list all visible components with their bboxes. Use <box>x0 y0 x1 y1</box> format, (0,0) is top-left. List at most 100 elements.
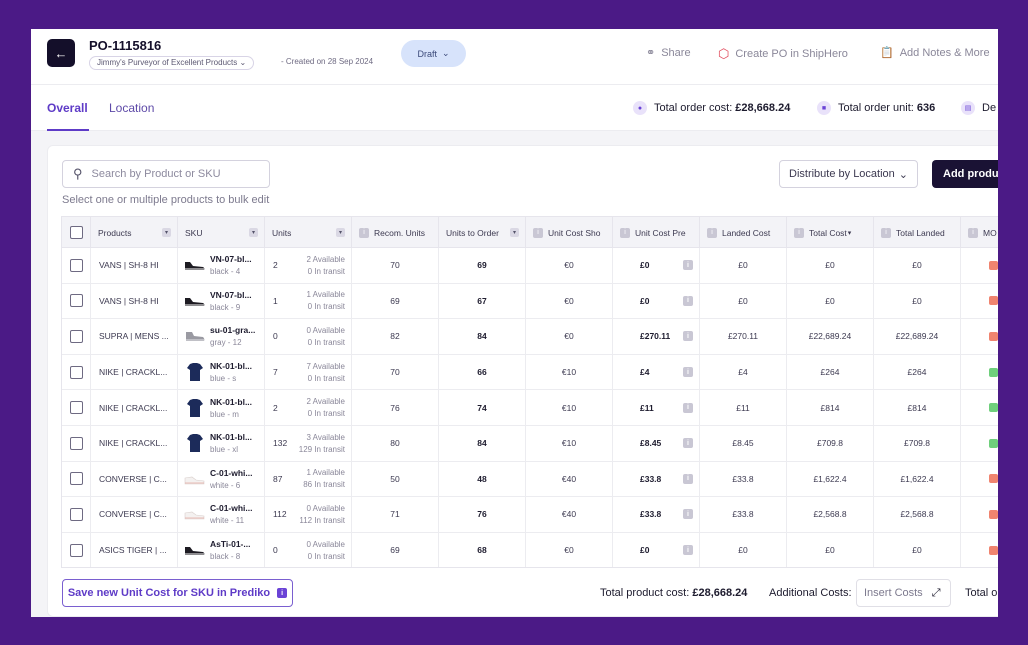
units-to-order-input[interactable]: 66 <box>439 354 526 390</box>
back-button[interactable]: ← <box>47 39 75 67</box>
unit-cost-pre-cell[interactable]: £4 i <box>613 354 700 390</box>
unit-cost-pre-cell[interactable]: £0 i <box>613 283 700 319</box>
col-units-to-order[interactable]: Units to Order ▾ <box>439 217 526 248</box>
unit-cost-pre-cell[interactable]: £270.11 i <box>613 319 700 354</box>
col-unit-cost-shop[interactable]: i Unit Cost Sho <box>526 217 613 248</box>
info-icon[interactable]: i <box>620 227 630 238</box>
info-icon[interactable]: i <box>794 227 804 238</box>
table-row[interactable]: CONVERSE | C... C-01-whi... white - 11 112 0… <box>62 497 998 533</box>
row-checkbox[interactable] <box>69 472 83 486</box>
info-icon[interactable]: i <box>683 295 693 306</box>
info-icon[interactable]: i <box>683 402 693 413</box>
table-row[interactable]: VANS | SH-8 HI VN-07-bl... black - 4 2 2 Ava… <box>62 248 998 284</box>
product-name[interactable]: NIKE | CRACKL... <box>91 390 178 425</box>
unit-cost-pre-cell[interactable]: £0 i <box>613 532 700 567</box>
product-name[interactable]: NIKE | CRACKL... <box>91 354 178 390</box>
share-button[interactable]: ⚭ Share <box>646 46 691 60</box>
product-name[interactable]: CONVERSE | C... <box>91 497 178 532</box>
row-checkbox[interactable] <box>69 258 83 272</box>
vendor-selector[interactable]: Jimmy's Purveyor of Excellent Products ⌄ <box>89 56 255 70</box>
col-moq[interactable]: i MO <box>961 217 998 248</box>
col-units-to-order-label: Units to Order <box>446 227 499 238</box>
units-to-order-input[interactable]: 84 <box>439 319 526 354</box>
units-to-order-input[interactable]: 48 <box>439 461 526 497</box>
table-header: Products ▾ SKU ▾ Units ▾ i Recom. Units Unit… <box>62 217 998 248</box>
unit-cost-pre-value: £270.11 <box>640 331 671 342</box>
total-product-cost: Total product cost: £28,668.24 <box>600 587 747 599</box>
product-name[interactable]: ASICS TIGER | ... <box>91 532 178 567</box>
product-name[interactable]: VANS | SH-8 HI <box>91 248 178 283</box>
info-icon[interactable]: i <box>707 227 717 238</box>
info-icon[interactable]: i <box>968 227 978 238</box>
filter-icon[interactable]: ▾ <box>162 228 171 237</box>
table-row[interactable]: VANS | SH-8 HI VN-07-bl... black - 9 1 1 Ava… <box>62 283 998 320</box>
add-product-button[interactable]: Add product <box>932 160 998 188</box>
filter-icon[interactable]: ▾ <box>510 228 519 237</box>
col-products[interactable]: Products ▾ <box>91 217 178 248</box>
row-checkbox[interactable] <box>69 436 83 450</box>
row-checkbox[interactable] <box>69 329 83 343</box>
col-units[interactable]: Units ▾ <box>265 217 352 248</box>
chevron-down-icon: ⌄ <box>441 48 450 58</box>
add-notes-button[interactable]: 📋 Add Notes & More <box>880 46 990 60</box>
filter-icon[interactable]: ▾ <box>249 228 258 237</box>
product-thumbnail <box>184 326 205 347</box>
row-checkbox[interactable] <box>69 294 83 308</box>
table-row[interactable]: SUPRA | MENS ... su-01-gra... gray - 12 0 0 … <box>62 319 998 355</box>
chevron-down-icon: ⌄ <box>239 58 247 67</box>
insert-costs-button[interactable]: Insert Costs ⤢ <box>856 579 951 607</box>
landed-cost-value: £33.8 <box>700 497 787 532</box>
unit-cost-pre-cell[interactable]: £11 i <box>613 390 700 425</box>
row-checkbox[interactable] <box>69 507 83 521</box>
info-icon[interactable]: i <box>683 367 693 378</box>
units-to-order-input[interactable]: 74 <box>439 390 526 425</box>
row-checkbox[interactable] <box>69 365 83 379</box>
save-unit-cost-button[interactable]: Save new Unit Cost for SKU in Prediko i <box>62 579 293 607</box>
info-icon[interactable]: i <box>533 227 543 238</box>
info-icon[interactable]: i <box>683 260 693 271</box>
row-checkbox[interactable] <box>69 543 83 557</box>
create-po-shiphero-button[interactable]: ⬡ Create PO in ShipHero <box>718 46 848 62</box>
table-row[interactable]: NIKE | CRACKL... NK-01-bl... blue - s 7 7 Av… <box>62 354 998 391</box>
row-checkbox[interactable] <box>69 401 83 415</box>
product-name[interactable]: CONVERSE | C... <box>91 461 178 497</box>
filter-icon[interactable]: ▾ <box>336 228 345 237</box>
sort-icon[interactable]: ▾ <box>847 229 852 237</box>
status-dropdown[interactable]: Draft ⌄ <box>401 40 466 67</box>
col-sku[interactable]: SKU ▾ <box>178 217 265 248</box>
col-unit-cost-pre[interactable]: i Unit Cost Pre <box>613 217 700 248</box>
table-row[interactable]: NIKE | CRACKL... NK-01-bl... blue - m 2 2 Av… <box>62 390 998 426</box>
info-icon[interactable]: i <box>683 438 693 449</box>
search-input[interactable] <box>91 168 262 180</box>
col-total-landed[interactable]: i Total Landed <box>874 217 961 248</box>
table-row[interactable]: CONVERSE | C... C-01-whi... white - 6 87 1 A… <box>62 461 998 498</box>
select-all-checkbox[interactable] <box>69 226 83 239</box>
unit-cost-pre-cell[interactable]: £33.8 i <box>613 461 700 497</box>
info-icon[interactable]: i <box>881 227 891 238</box>
units-to-order-input[interactable]: 69 <box>439 248 526 283</box>
distribute-by-location-dropdown[interactable]: Distribute by Location ⌄ <box>779 160 918 188</box>
search-box[interactable]: ⚲ <box>62 160 270 188</box>
col-total-cost[interactable]: i Total Cost ▾ <box>787 217 874 248</box>
unit-cost-pre-cell[interactable]: £8.45 i <box>613 426 700 461</box>
units-to-order-input[interactable]: 68 <box>439 532 526 567</box>
col-recom-units[interactable]: i Recom. Units <box>352 217 439 248</box>
unit-cost-pre-cell[interactable]: £33.8 i <box>613 497 700 532</box>
info-icon[interactable]: i <box>683 473 693 484</box>
tab-overall[interactable]: Overall <box>47 101 88 115</box>
product-name[interactable]: SUPRA | MENS ... <box>91 319 178 354</box>
units-to-order-input[interactable]: 84 <box>439 426 526 461</box>
units-to-order-input[interactable]: 67 <box>439 283 526 319</box>
info-icon[interactable]: i <box>359 227 369 238</box>
table-row[interactable]: NIKE | CRACKL... NK-01-bl... blue - xl 132 3… <box>62 426 998 462</box>
info-icon[interactable]: i <box>683 545 693 556</box>
product-name[interactable]: VANS | SH-8 HI <box>91 283 178 319</box>
product-name[interactable]: NIKE | CRACKL... <box>91 426 178 461</box>
info-icon[interactable]: i <box>683 509 693 520</box>
tab-location[interactable]: Location <box>109 101 155 115</box>
col-landed-cost[interactable]: i Landed Cost <box>700 217 787 248</box>
unit-cost-pre-cell[interactable]: £0 i <box>613 248 700 283</box>
info-icon[interactable]: i <box>683 331 693 342</box>
units-to-order-input[interactable]: 76 <box>439 497 526 532</box>
